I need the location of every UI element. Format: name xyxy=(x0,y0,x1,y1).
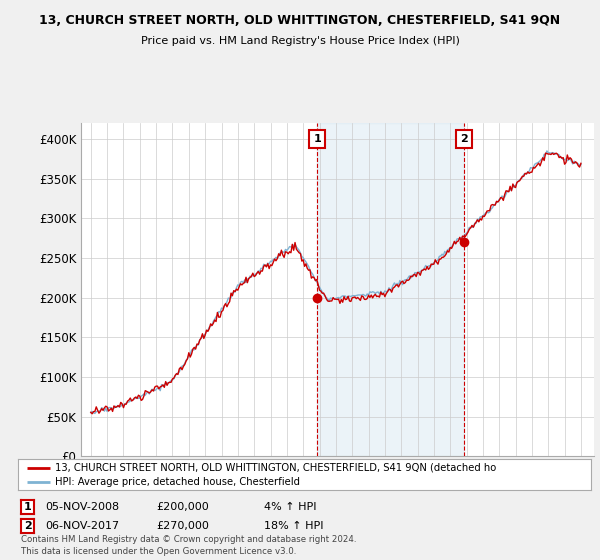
Text: 13, CHURCH STREET NORTH, OLD WHITTINGTON, CHESTERFIELD, S41 9QN (detached ho: 13, CHURCH STREET NORTH, OLD WHITTINGTON… xyxy=(55,463,496,473)
Text: £200,000: £200,000 xyxy=(156,502,209,512)
Text: 13, CHURCH STREET NORTH, OLD WHITTINGTON, CHESTERFIELD, S41 9QN: 13, CHURCH STREET NORTH, OLD WHITTINGTON… xyxy=(40,14,560,27)
Text: 18% ↑ HPI: 18% ↑ HPI xyxy=(264,521,323,531)
Text: 1: 1 xyxy=(24,502,31,512)
Text: Contains HM Land Registry data © Crown copyright and database right 2024.
This d: Contains HM Land Registry data © Crown c… xyxy=(21,535,356,556)
Text: Price paid vs. HM Land Registry's House Price Index (HPI): Price paid vs. HM Land Registry's House … xyxy=(140,36,460,46)
Text: 2: 2 xyxy=(24,521,31,531)
Text: HPI: Average price, detached house, Chesterfield: HPI: Average price, detached house, Ches… xyxy=(55,477,300,487)
Text: 05-NOV-2008: 05-NOV-2008 xyxy=(45,502,119,512)
Text: £270,000: £270,000 xyxy=(156,521,209,531)
Bar xyxy=(317,123,464,456)
Text: 06-NOV-2017: 06-NOV-2017 xyxy=(45,521,119,531)
Text: 4% ↑ HPI: 4% ↑ HPI xyxy=(264,502,317,512)
Text: 1: 1 xyxy=(313,134,321,144)
Text: 2: 2 xyxy=(460,134,468,144)
